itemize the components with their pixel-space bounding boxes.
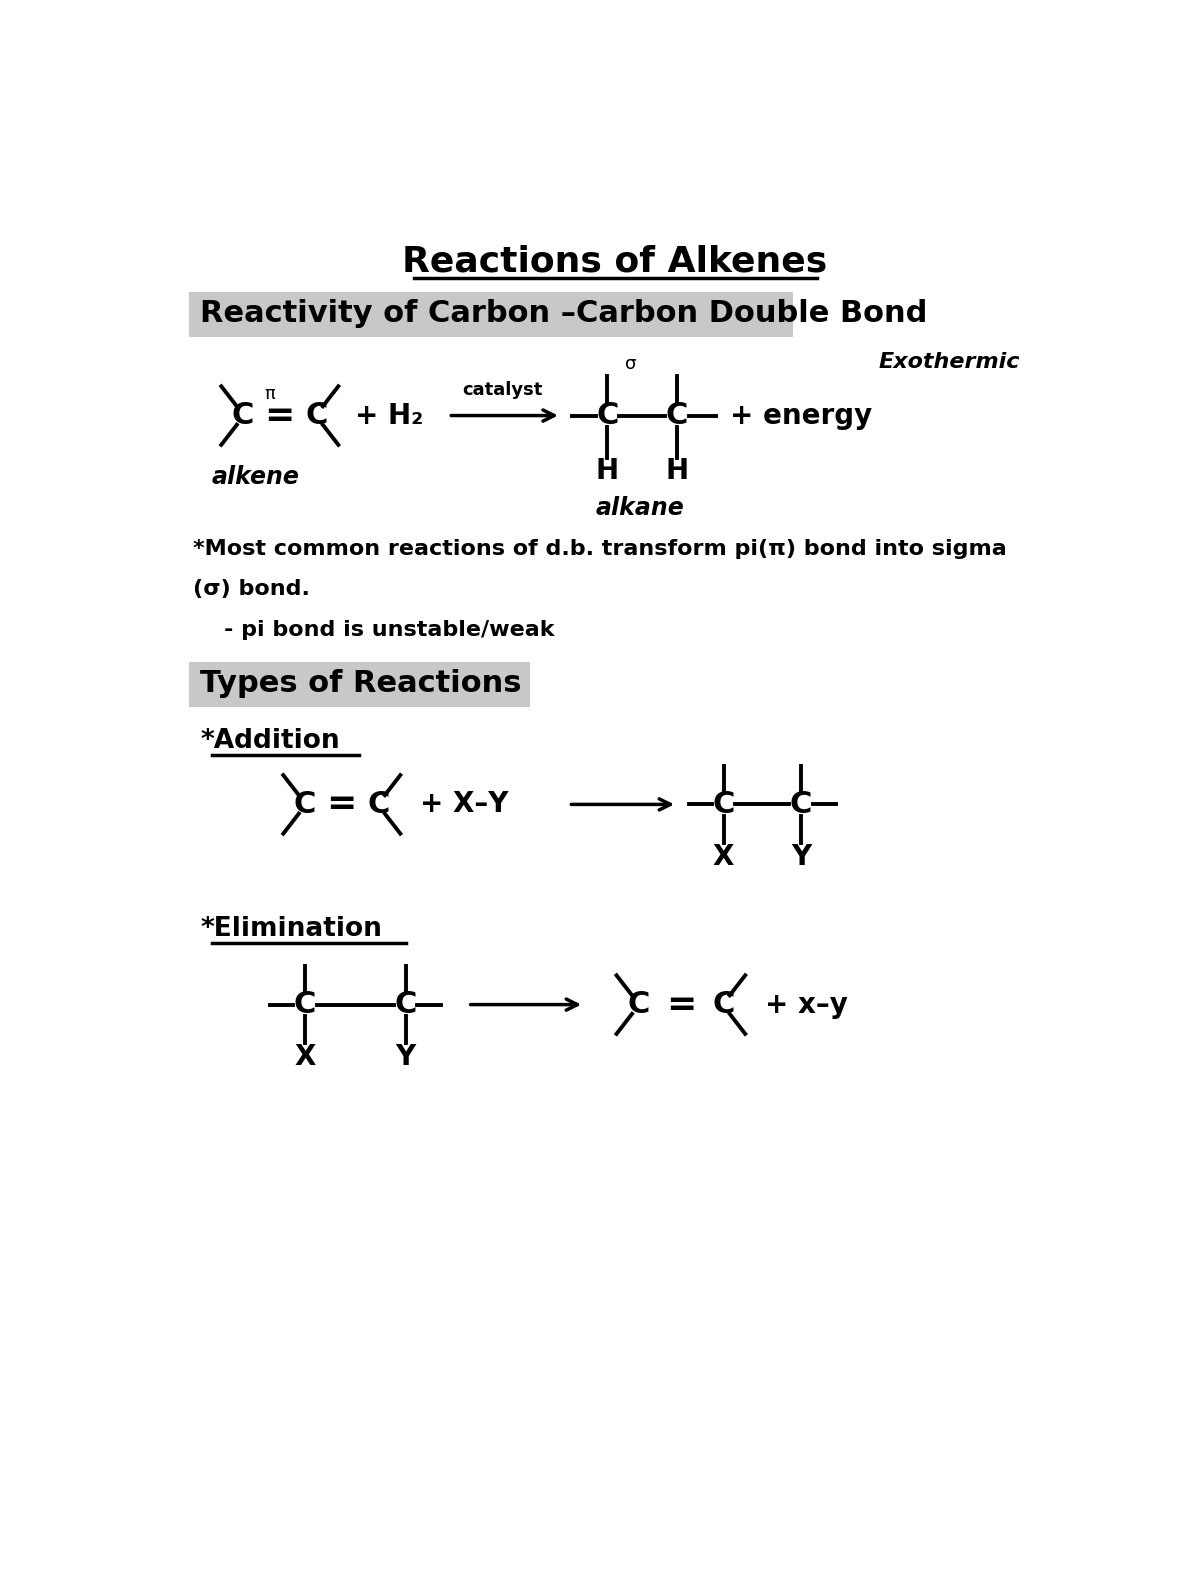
Text: X: X — [294, 1042, 316, 1071]
Text: Reactions of Alkenes: Reactions of Alkenes — [402, 245, 828, 278]
Text: Y: Y — [791, 843, 811, 871]
Text: *Addition: *Addition — [200, 728, 340, 754]
Text: Y: Y — [396, 1042, 416, 1071]
Text: catalyst: catalyst — [462, 380, 542, 399]
Text: π: π — [265, 385, 276, 403]
Text: Reactivity of Carbon –Carbon Double Bond: Reactivity of Carbon –Carbon Double Bond — [200, 300, 928, 328]
Text: + H₂: + H₂ — [355, 402, 424, 430]
Text: C: C — [294, 790, 316, 820]
Text: + x–y: + x–y — [764, 991, 847, 1019]
Text: - pi bond is unstable/weak: - pi bond is unstable/weak — [193, 620, 554, 639]
Text: C: C — [294, 991, 316, 1019]
Text: C: C — [790, 790, 812, 820]
Text: C: C — [232, 400, 254, 430]
Text: C: C — [713, 991, 734, 1019]
Text: + X–Y: + X–Y — [420, 790, 509, 818]
Text: *Most common reactions of d.b. transform pi(π) bond into sigma: *Most common reactions of d.b. transform… — [193, 539, 1007, 559]
Text: =: = — [264, 399, 295, 433]
Text: Types of Reactions: Types of Reactions — [200, 669, 522, 699]
Text: σ: σ — [625, 355, 636, 374]
Text: H: H — [666, 457, 689, 485]
Text: X: X — [713, 843, 734, 871]
Text: C: C — [596, 400, 618, 430]
Text: C: C — [666, 400, 688, 430]
Text: =: = — [666, 988, 696, 1022]
Text: H: H — [595, 457, 619, 485]
Text: C: C — [395, 991, 416, 1019]
Text: C: C — [628, 991, 649, 1019]
Text: alkane: alkane — [595, 496, 684, 520]
Text: + energy: + energy — [730, 402, 872, 430]
Text: C: C — [306, 400, 328, 430]
Text: C: C — [367, 790, 390, 820]
Text: alkene: alkene — [212, 465, 300, 490]
Text: C: C — [713, 790, 734, 820]
FancyBboxPatch shape — [188, 292, 793, 338]
Text: =: = — [326, 788, 356, 821]
Text: Exothermic: Exothermic — [878, 352, 1020, 372]
FancyBboxPatch shape — [188, 663, 529, 706]
Text: (σ) bond.: (σ) bond. — [193, 579, 310, 598]
Text: *Elimination: *Elimination — [200, 917, 383, 942]
